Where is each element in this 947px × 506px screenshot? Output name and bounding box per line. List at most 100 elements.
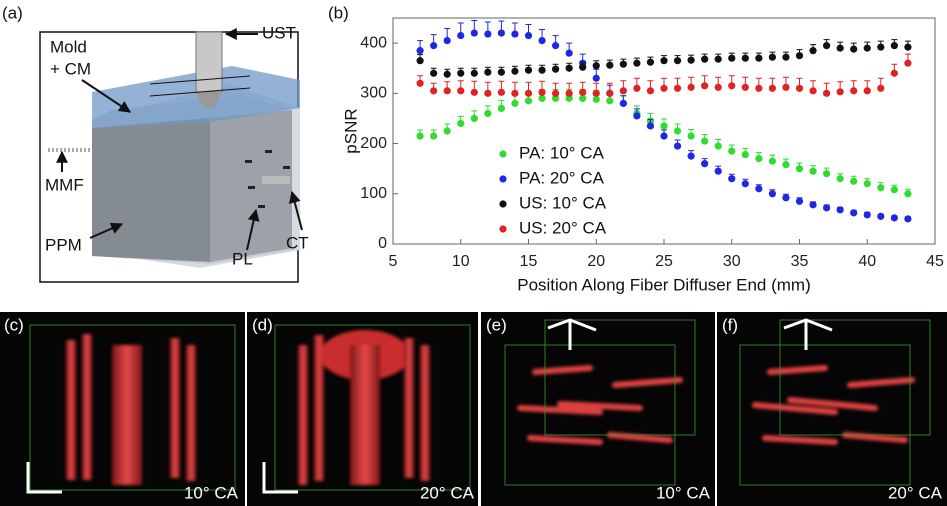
point — [850, 177, 858, 185]
point — [850, 209, 858, 217]
point — [497, 104, 505, 112]
point — [470, 114, 478, 123]
point — [470, 29, 478, 37]
point — [633, 112, 641, 120]
point — [457, 87, 465, 95]
point — [660, 122, 668, 130]
point — [606, 89, 614, 97]
x-tick-label: 20 — [587, 253, 605, 270]
y-tick-label: 100 — [360, 185, 387, 202]
point — [904, 59, 912, 67]
point — [795, 197, 804, 205]
panel-label: (b) — [328, 3, 349, 22]
point — [728, 147, 736, 155]
point — [606, 97, 614, 105]
point — [497, 88, 505, 96]
point — [524, 31, 533, 40]
label: MMF — [45, 175, 84, 194]
tube — [262, 176, 290, 184]
point — [484, 89, 492, 97]
point — [565, 64, 573, 72]
point — [660, 132, 668, 140]
point — [430, 132, 438, 140]
point — [728, 175, 736, 183]
point — [890, 214, 898, 222]
point — [673, 84, 682, 92]
point — [836, 44, 844, 52]
legend-marker — [499, 225, 507, 233]
point — [877, 43, 885, 51]
x-tick-label: 5 — [389, 253, 398, 270]
caption: 20° CA — [888, 483, 943, 502]
point — [687, 83, 695, 91]
y-axis-title: pSNR — [341, 108, 360, 153]
caption: 20° CA — [420, 483, 475, 502]
point — [809, 87, 817, 95]
point — [552, 89, 560, 97]
point — [579, 94, 587, 102]
y-tick-label: 400 — [360, 34, 387, 51]
point — [646, 122, 655, 130]
label: PL — [232, 249, 253, 268]
legend-label: US: 10° CA — [519, 193, 607, 212]
point — [877, 84, 885, 92]
point — [782, 83, 790, 91]
point — [687, 132, 695, 140]
point — [741, 83, 749, 91]
point — [701, 82, 709, 90]
point — [457, 69, 465, 77]
point — [457, 119, 465, 128]
point — [592, 89, 600, 97]
point — [755, 84, 763, 92]
point — [646, 58, 655, 66]
point — [443, 87, 451, 95]
point — [823, 204, 831, 212]
point — [850, 45, 858, 53]
point — [877, 212, 885, 220]
point — [565, 89, 573, 97]
point — [795, 84, 804, 92]
block-front — [92, 118, 210, 262]
point — [890, 69, 898, 77]
point — [904, 190, 912, 198]
point — [768, 157, 777, 165]
point — [741, 180, 749, 188]
x-tick-label: 35 — [791, 253, 809, 270]
mold — [92, 66, 300, 128]
legend-label: PA: 10° CA — [519, 143, 605, 162]
point — [538, 66, 546, 74]
point — [755, 155, 763, 163]
point — [673, 142, 682, 150]
point — [416, 79, 424, 87]
point — [619, 60, 627, 68]
panel-label: (a) — [2, 3, 23, 22]
point — [755, 54, 763, 62]
panel-label: (d) — [252, 315, 273, 334]
point — [416, 47, 424, 55]
point — [755, 185, 763, 193]
point — [592, 95, 600, 103]
point — [592, 62, 600, 70]
point — [823, 170, 831, 178]
point — [782, 161, 790, 169]
y-tick-label: 200 — [360, 135, 387, 152]
point — [646, 87, 655, 95]
point — [470, 69, 478, 77]
point — [619, 99, 627, 107]
point — [673, 57, 682, 65]
point — [701, 55, 709, 63]
point — [416, 57, 424, 65]
arrows — [56, 28, 303, 251]
legend-label: US: 20° CA — [519, 218, 607, 237]
point — [809, 167, 817, 175]
panel-label: (f) — [722, 315, 738, 334]
point — [633, 84, 641, 92]
point — [443, 37, 451, 45]
point — [484, 68, 492, 76]
point — [511, 99, 519, 107]
point — [416, 132, 424, 140]
point — [633, 59, 641, 67]
point — [782, 194, 790, 202]
label: + CM — [50, 59, 91, 78]
point — [484, 30, 492, 38]
